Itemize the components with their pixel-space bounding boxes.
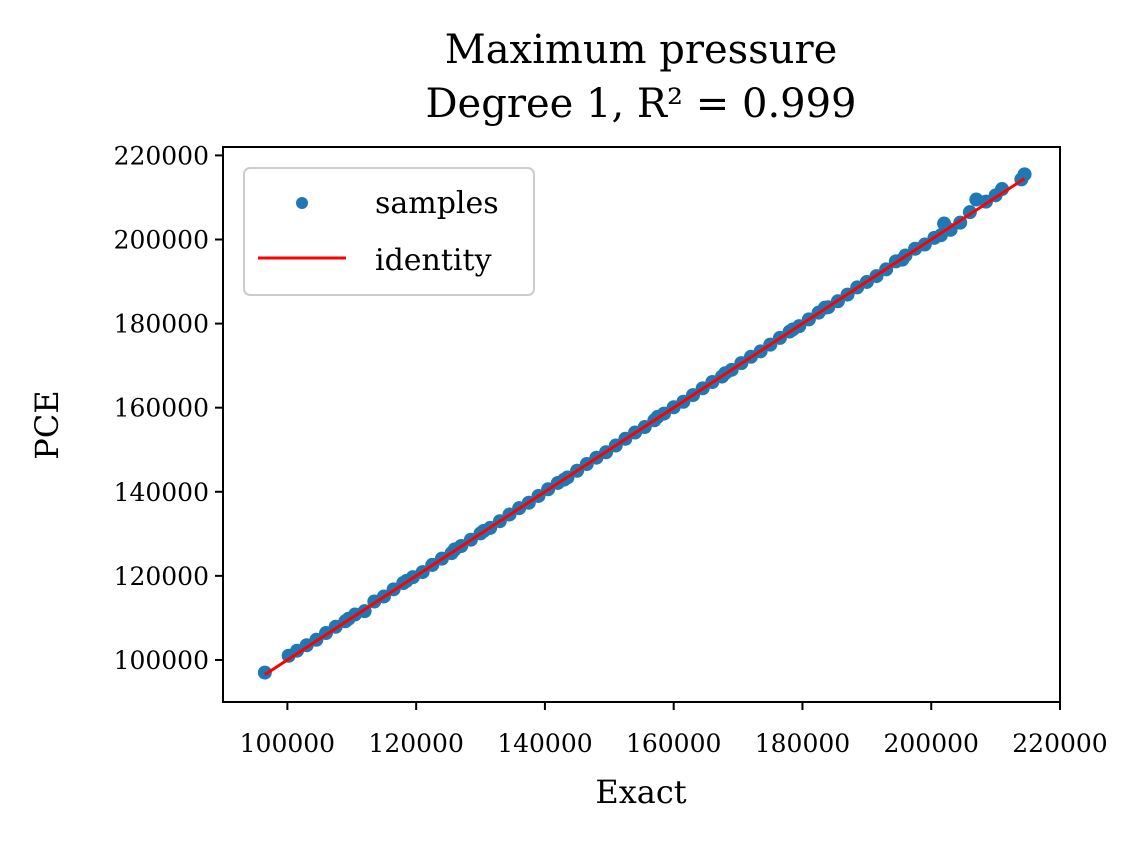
x-tick-label: 120000 [368,729,463,758]
sample-point [257,665,272,680]
chart-title: Maximum pressure [445,27,838,73]
x-tick-label: 180000 [755,729,850,758]
x-axis-label: Exact [595,773,686,811]
y-tick-label: 100000 [114,646,209,675]
y-axis: 100000 120000 140000 160000 180000 200000 2200… [114,141,223,675]
legend-samples-label: samples [375,186,499,221]
legend-identity-label: identity [375,243,492,278]
y-tick-label: 220000 [114,141,209,170]
legend: samples identity [243,167,535,296]
y-axis-label: PCE [28,390,66,459]
legend-frame [243,167,535,296]
y-tick-label: 140000 [114,478,209,507]
identity-line [264,177,1026,676]
x-tick-label: 100000 [240,729,335,758]
y-tick-label: 160000 [114,394,209,423]
legend-samples-marker [296,197,308,209]
chart-subtitle: Degree 1, R² = 0.999 [425,81,856,127]
x-tick-label: 160000 [626,729,721,758]
y-tick-label: 180000 [114,310,209,339]
x-tick-label: 200000 [884,729,979,758]
y-tick-label: 200000 [114,226,209,255]
x-tick-label: 140000 [497,729,592,758]
x-axis: 100000 120000 140000 160000 180000 200000 2200… [240,702,1108,758]
y-tick-label: 120000 [114,562,209,591]
axes-frame [222,146,1061,703]
plot-area [257,167,1032,680]
x-tick-label: 220000 [1012,729,1107,758]
